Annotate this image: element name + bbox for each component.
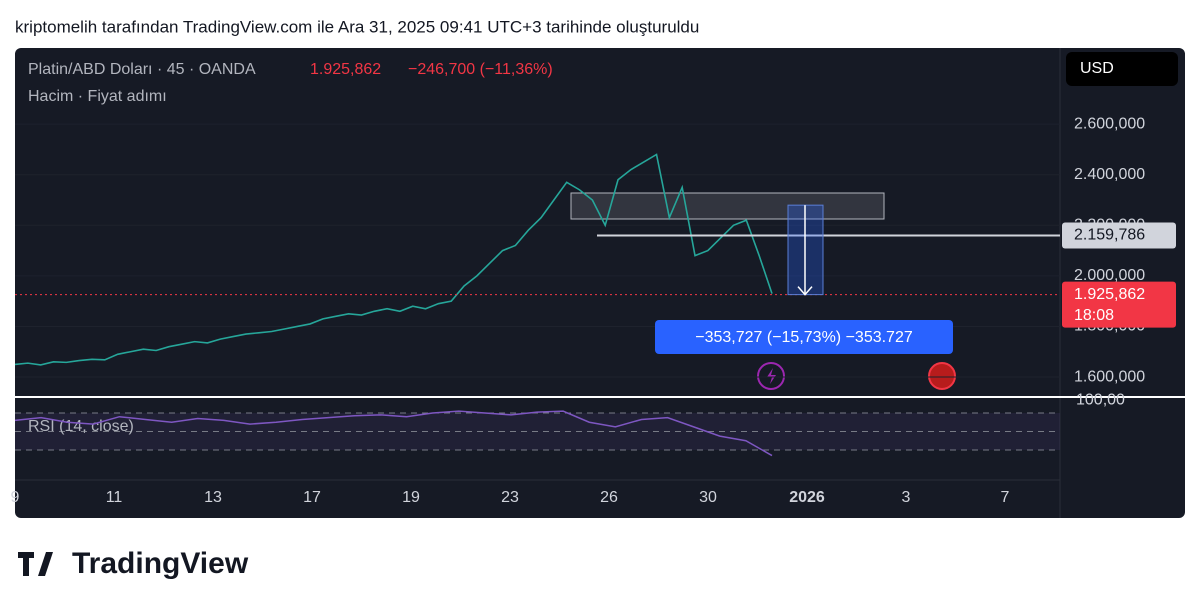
level-box [1062,222,1176,249]
measure-arrowhead [797,286,813,296]
level-label: 2.159,786 [1074,227,1145,244]
x-tick-label: 17 [303,489,321,506]
x-tick-label: 30 [699,489,717,506]
x-tick-label: 23 [501,489,519,506]
y-tick-label: 2.600,000 [1074,115,1145,132]
flag-icon [928,362,956,390]
y-tick-label: 1.600,000 [1074,368,1145,385]
logo-text: TradingView [72,547,249,580]
header: kriptomelih tarafından TradingView.com i… [15,17,699,36]
x-tick-label: 19 [402,489,420,506]
x-tick-label: 13 [204,489,222,506]
rsi-line [14,410,773,457]
change: −246,700 (−11,36%) [408,61,553,78]
x-tick-label: 7 [1001,489,1010,506]
x-tick-label: 2026 [789,489,825,506]
x-tick-label: 9 [11,489,20,506]
rsi-top-label: 100,00 [1076,391,1125,408]
x-tick-label: 11 [106,489,123,506]
rsi-name: RSI (14, close) [28,418,134,435]
currency: USD [1080,60,1114,77]
current-price-box [1062,281,1176,328]
x-tick-label: 26 [600,489,618,506]
currency-box [1066,52,1178,86]
measure-label-box [655,320,953,354]
y-tick-label: 2.000,000 [1074,267,1145,284]
logo: TradingView [18,547,249,580]
indicators: Hacim · Fiyat adımı [28,88,167,105]
x-tick-label: 3 [902,489,911,506]
current-price-label: 1.925,862 [1074,286,1145,303]
zone-drawing [570,192,885,220]
price-line [14,153,773,366]
chart-panel [15,48,1185,518]
last-price: 1.925,862 [310,61,381,78]
measure-label: −353,727 (−15,73%) −353.727 [695,329,913,346]
symbol: Platin/ABD Doları · 45 · OANDA [28,61,256,78]
event-bolt [767,368,776,384]
countdown: 18:08 [1074,307,1114,324]
event-icon [757,362,785,390]
y-tick-label: 2.400,000 [1074,166,1145,183]
logo-icon [18,552,53,576]
